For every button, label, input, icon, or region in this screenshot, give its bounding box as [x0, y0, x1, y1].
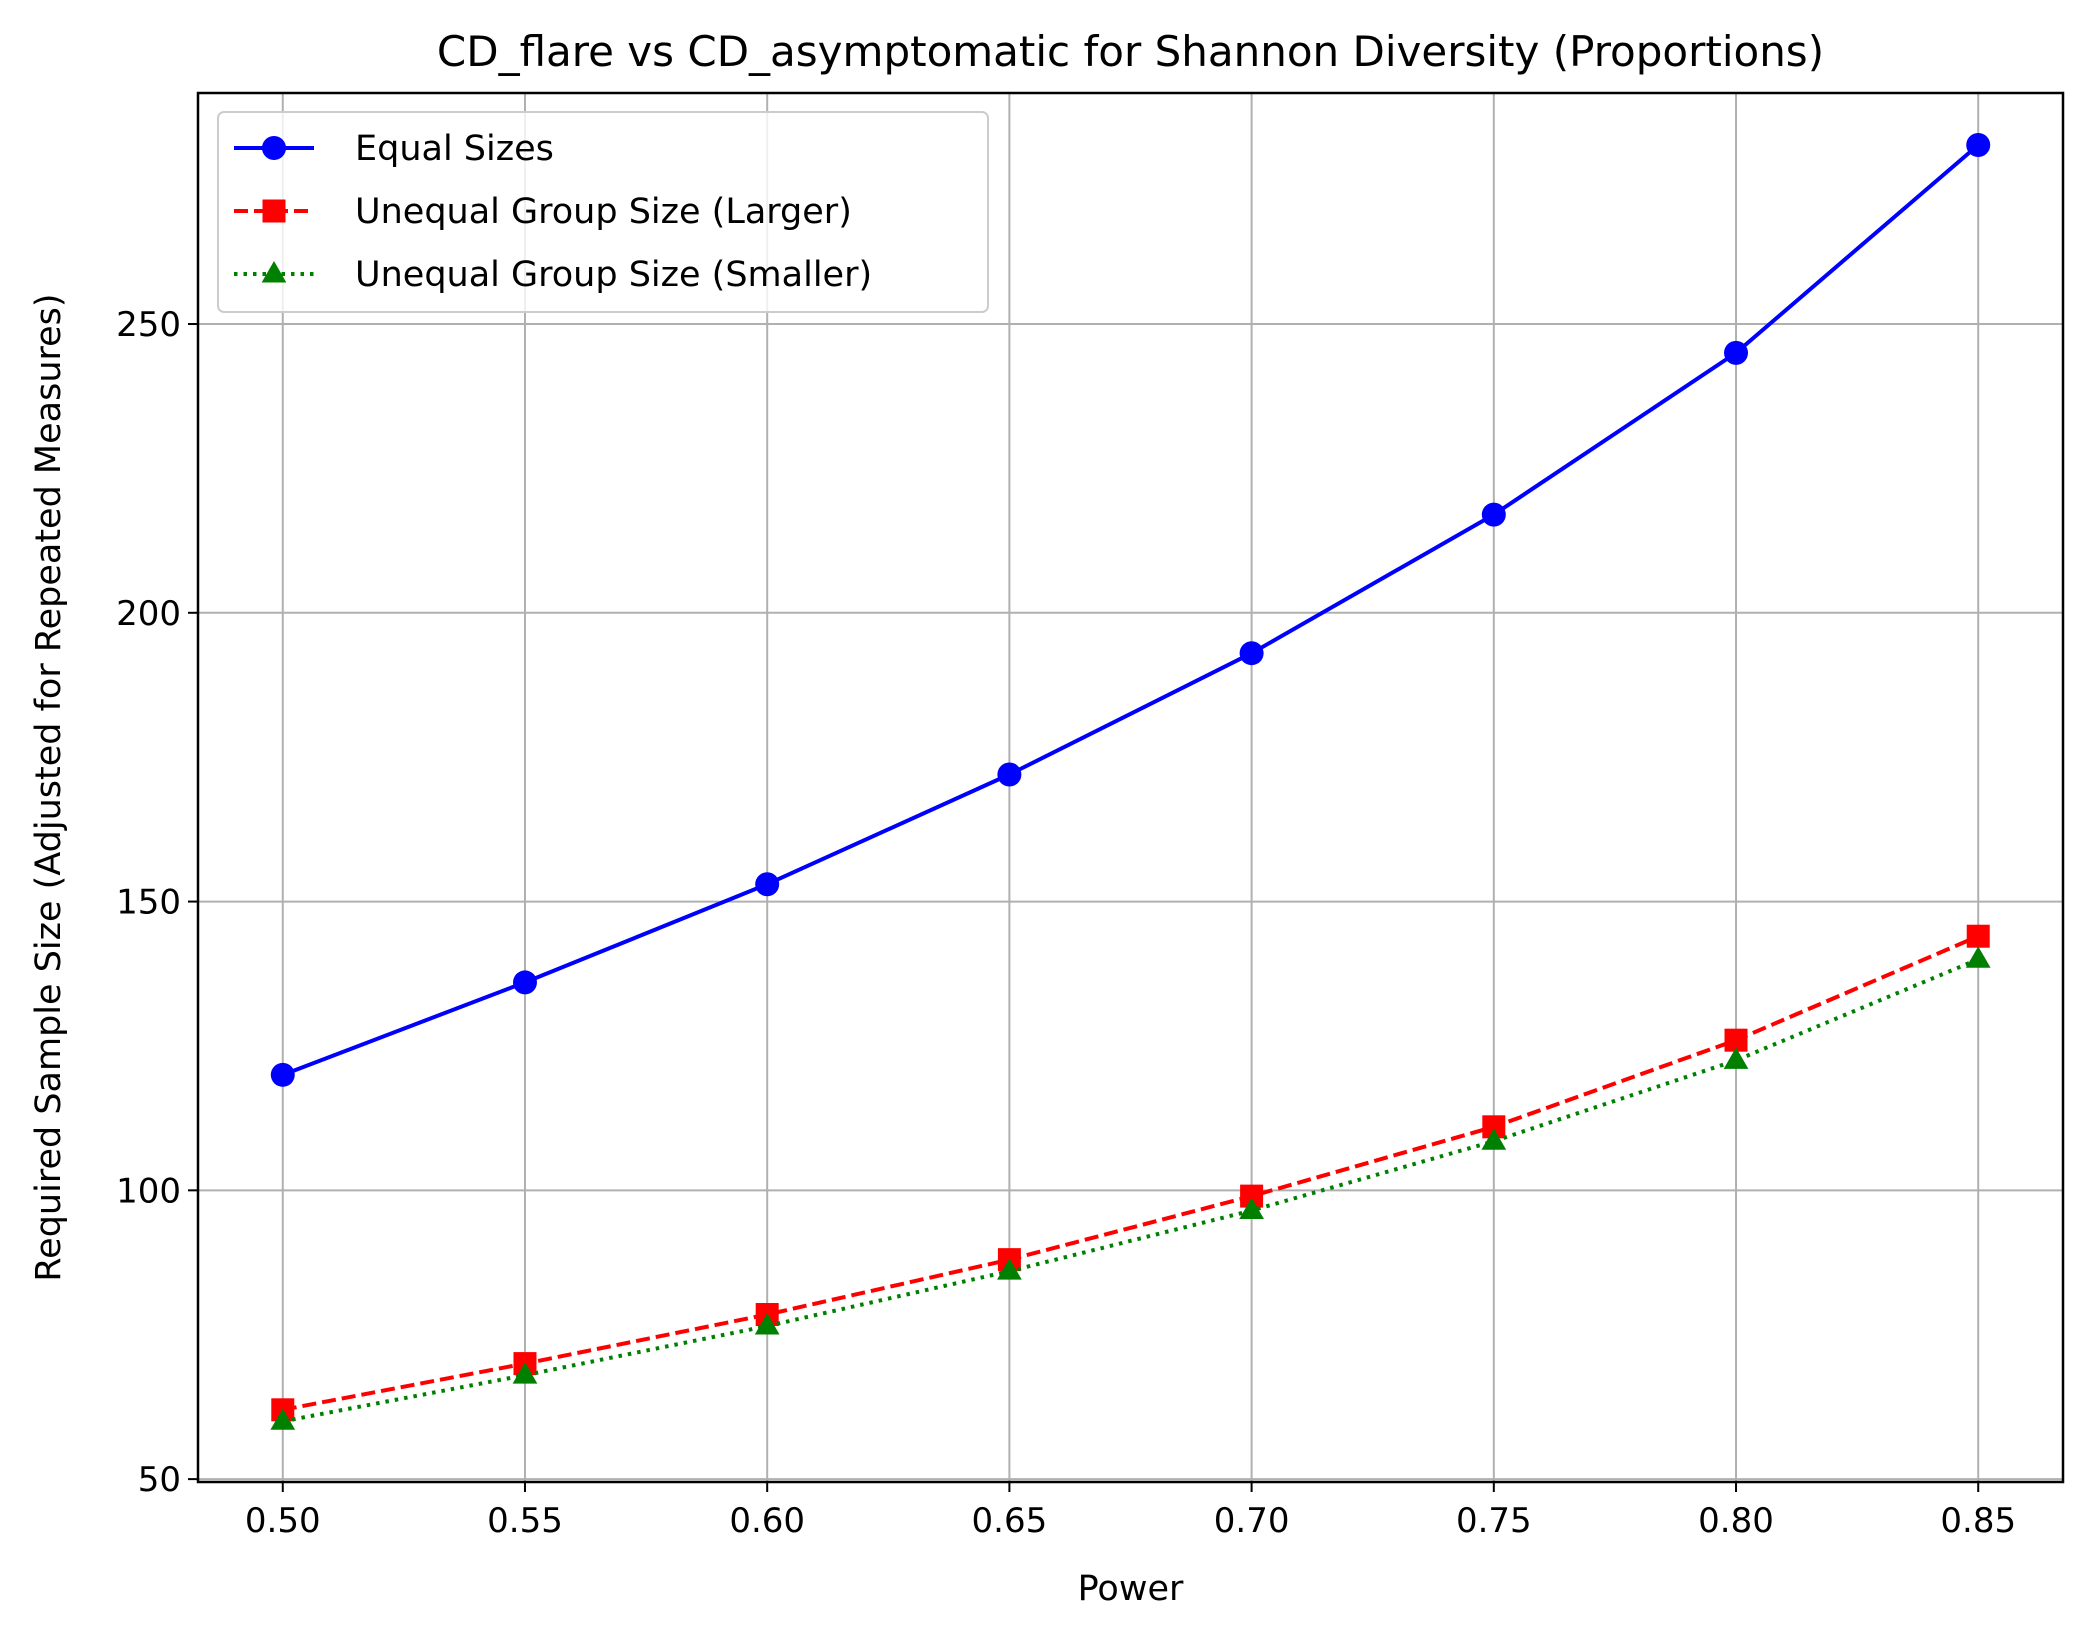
- series-line: [282, 957, 1979, 1424]
- data-point: [1965, 946, 1991, 968]
- data-point: [1239, 641, 1264, 666]
- legend: Equal Sizes Unequal Group Size (Larger) Un…: [217, 111, 989, 313]
- x-tick-label: 0.60: [729, 1501, 805, 1541]
- legend-marker: [261, 261, 287, 283]
- legend-marker: [262, 199, 286, 223]
- data-point: [1966, 924, 1990, 948]
- series-line: [282, 934, 1980, 1412]
- legend-box: [217, 111, 989, 313]
- data-point: [1240, 1184, 1264, 1208]
- x-tick-label: 0.55: [487, 1501, 563, 1541]
- data-point: [1482, 1115, 1506, 1139]
- data-point: [1724, 340, 1749, 365]
- legend-label: Unequal Group Size (Smaller): [355, 255, 872, 295]
- data-point: [1239, 1197, 1264, 1220]
- y-tick-label: 50: [138, 1460, 181, 1500]
- y-tick-label: 250: [116, 305, 181, 345]
- y-axis-label: Required Sample Size (Adjusted for Repea…: [29, 293, 69, 1281]
- y-tick-label: 200: [116, 594, 181, 634]
- legend-label: Unequal Group Size (Larger): [355, 192, 852, 232]
- chart-title: CD_flare vs CD_asymptomatic for Shannon …: [437, 27, 1824, 76]
- x-tick-label: 0.75: [1456, 1501, 1532, 1541]
- data-point: [997, 762, 1022, 787]
- data-point: [754, 1313, 780, 1335]
- plot-area-frame: [196, 91, 2065, 1484]
- axis-ticks: 0.50 0.55 0.60 0.65 0.70 0.75 0.80 0.85 50 100 150…: [116, 305, 2016, 1541]
- data-point: [512, 970, 537, 995]
- series-layer: [270, 132, 1991, 1430]
- series-1: [271, 924, 1990, 1422]
- x-axis-label: Power: [1078, 1569, 1184, 1609]
- data-point: [1481, 502, 1506, 527]
- x-tick-label: 0.85: [1940, 1501, 2016, 1541]
- y-tick-label: 150: [116, 883, 181, 923]
- data-point: [755, 872, 780, 897]
- y-tick-label: 100: [116, 1171, 181, 1211]
- legend-item: Equal Sizes: [234, 129, 554, 169]
- legend-item: Unequal Group Size (Larger): [234, 192, 852, 232]
- data-point: [1723, 1047, 1749, 1069]
- data-point: [1966, 132, 1991, 157]
- series-2: [270, 946, 1991, 1430]
- data-point: [512, 1362, 538, 1384]
- series-0: [270, 132, 1991, 1087]
- series-line: [282, 143, 1980, 1077]
- legend-item: Unequal Group Size (Smaller): [234, 255, 872, 295]
- x-tick-label: 0.50: [245, 1501, 321, 1541]
- data-point: [1724, 1028, 1748, 1052]
- x-tick-label: 0.80: [1698, 1501, 1774, 1541]
- data-point: [1481, 1128, 1507, 1150]
- grid-lines: [198, 93, 2063, 1482]
- legend-marker: [262, 136, 286, 160]
- x-tick-label: 0.65: [972, 1501, 1048, 1541]
- data-point: [270, 1062, 295, 1087]
- data-point: [997, 1258, 1022, 1280]
- data-point: [270, 1408, 296, 1430]
- x-tick-label: 0.70: [1214, 1501, 1290, 1541]
- legend-label: Equal Sizes: [355, 129, 554, 169]
